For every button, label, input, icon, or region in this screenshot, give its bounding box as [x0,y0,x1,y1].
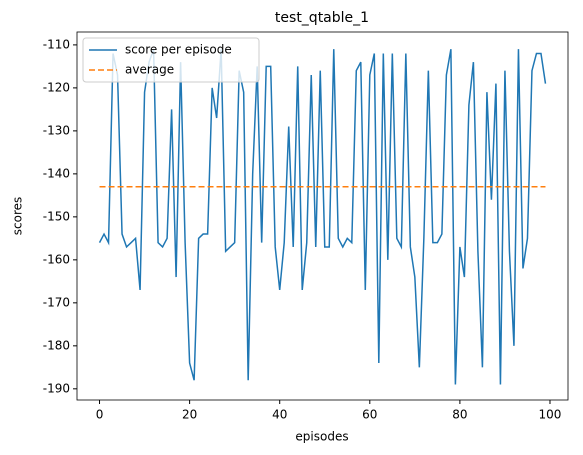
x-tick-label: 60 [362,408,377,422]
legend-box [82,37,260,83]
y-tick-label: -190 [43,381,70,395]
x-axis-label: episodes [295,430,348,444]
x-tick-label: 100 [539,408,562,422]
x-tick-label: 0 [96,408,104,422]
legend-label: score per episode [125,43,232,57]
y-tick-label: -170 [43,295,70,309]
y-tick-label: -110 [43,37,70,51]
x-tick-label: 40 [272,408,287,422]
y-tick-label: -160 [43,252,70,266]
y-tick-label: -130 [43,123,70,137]
y-tick-label: -120 [43,80,70,94]
chart-title: test_qtable_1 [275,10,369,26]
y-axis-label: scores [11,197,25,236]
legend-label: average [125,63,174,77]
y-tick-label: -140 [43,166,70,180]
x-tick-label: 80 [452,408,467,422]
line-series [98,48,547,385]
y-tick-label: -180 [43,338,70,352]
axes-frame [76,31,569,401]
x-tick-label: 20 [182,408,197,422]
y-tick-label: -150 [43,209,70,223]
